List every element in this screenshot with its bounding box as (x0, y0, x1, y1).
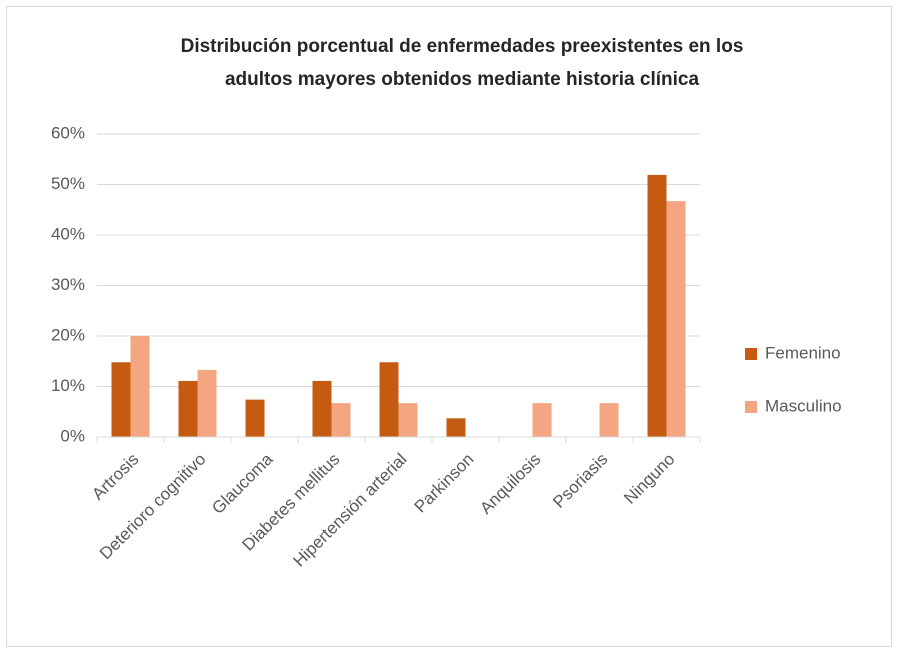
bar (178, 380, 198, 437)
bar (666, 201, 686, 437)
chart-title: adultos mayores obtenidos mediante histo… (225, 69, 699, 90)
legend-label: Femenino (765, 343, 841, 362)
bar (599, 403, 619, 437)
chart-frame (6, 6, 892, 647)
y-tick-label: 10% (51, 376, 85, 395)
bar (312, 380, 332, 437)
chart-title: Distribución porcentual de enfermedades … (181, 36, 744, 57)
y-tick-label: 50% (51, 174, 85, 193)
bar (130, 336, 150, 437)
legend-label: Masculino (765, 396, 842, 415)
bar (647, 174, 667, 437)
bar (111, 362, 131, 437)
legend-swatch (745, 401, 757, 413)
y-tick-label: 30% (51, 275, 85, 294)
legend-swatch (745, 348, 757, 360)
bar (197, 369, 217, 437)
bar (245, 399, 265, 437)
bar (331, 403, 351, 437)
y-tick-label: 60% (51, 123, 85, 142)
y-tick-label: 0% (60, 426, 85, 445)
bar (532, 403, 552, 437)
y-tick-label: 40% (51, 224, 85, 243)
bar (379, 362, 399, 437)
y-tick-label: 20% (51, 325, 85, 344)
bar (398, 403, 418, 437)
bar (446, 418, 466, 437)
